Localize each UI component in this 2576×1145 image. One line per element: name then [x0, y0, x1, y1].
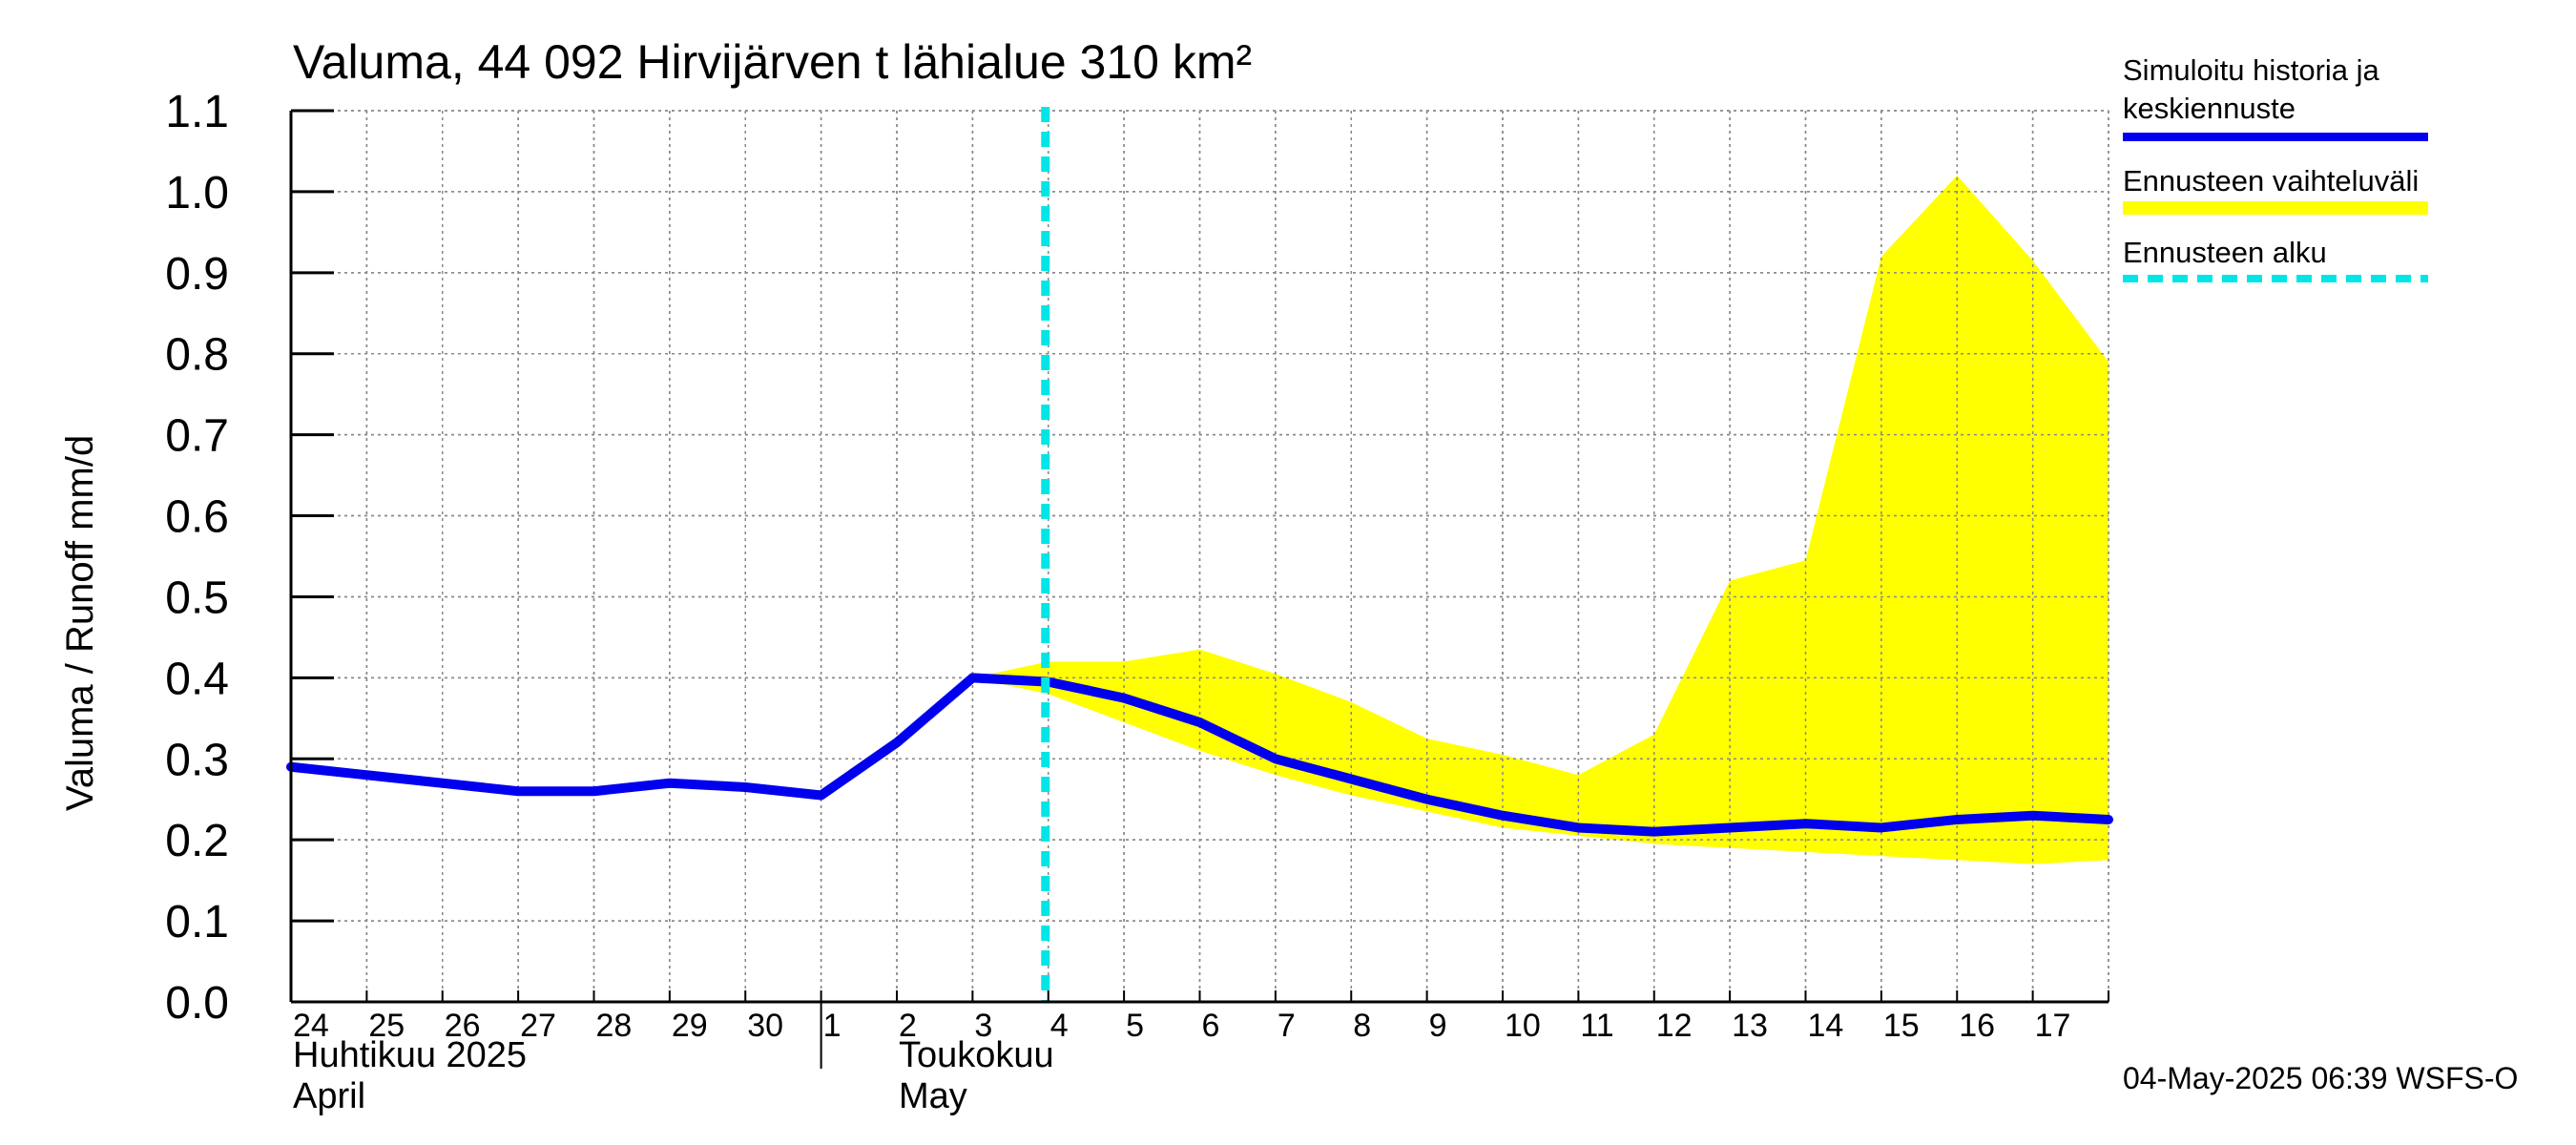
legend-label-median-1: Simuloitu historia ja: [2123, 53, 2379, 87]
y-tick-label: 1.0: [165, 168, 229, 219]
x-day-label: 15: [1883, 1008, 1920, 1044]
x-day-label: 10: [1505, 1008, 1541, 1044]
month-label-english: April: [293, 1076, 365, 1116]
x-day-label: 29: [672, 1008, 708, 1044]
x-day-label: 14: [1808, 1008, 1844, 1044]
y-tick-label: 0.7: [165, 411, 229, 462]
median-line: [286, 673, 2113, 837]
legend-swatch-range: [2123, 201, 2428, 215]
forecast-range-band: [972, 175, 2109, 864]
x-day-label: 26: [445, 1008, 481, 1044]
legend-swatch-median: [2123, 133, 2428, 141]
y-tick-label: 0.3: [165, 735, 229, 785]
y-tick-label: 0.0: [165, 978, 229, 1029]
x-day-label: 13: [1732, 1008, 1768, 1044]
x-day-label: 30: [747, 1008, 783, 1044]
x-day-label: 6: [1202, 1008, 1220, 1044]
x-day-label: 7: [1278, 1008, 1296, 1044]
legend-label-range: Ennusteen vaihteluväli: [2123, 164, 2420, 198]
y-tick-label: 1.1: [165, 87, 229, 137]
x-day-label: 2: [899, 1008, 917, 1044]
x-day-label: 1: [823, 1008, 841, 1044]
y-tick-label: 0.5: [165, 572, 229, 623]
x-day-label: 3: [974, 1008, 992, 1044]
timestamp-footer: 04-May-2025 06:39 WSFS-O: [2123, 1061, 2519, 1095]
forecast-range-area: [972, 175, 2109, 864]
y-tick-label: 0.9: [165, 249, 229, 300]
y-tick-label: 0.8: [165, 330, 229, 381]
y-tick-label: 0.6: [165, 492, 229, 543]
y-tick-label: 0.4: [165, 654, 229, 704]
x-day-label: 25: [368, 1008, 405, 1044]
x-day-label: 11: [1580, 1008, 1613, 1044]
tick-labels: 0.00.10.20.30.40.50.60.70.80.91.01.124 25…: [165, 87, 2070, 1116]
x-day-label: 12: [1656, 1008, 1693, 1044]
x-day-label: 8: [1353, 1008, 1371, 1044]
x-day-label: 28: [596, 1008, 633, 1044]
month-label: Huhtikuu 2025: [293, 1035, 527, 1075]
x-day-label: 16: [1959, 1008, 1995, 1044]
legend-label-forecast-start: Ennusteen alku: [2123, 236, 2327, 269]
legend-swatch-forecast-start: [2123, 275, 2428, 282]
x-day-label: 24: [293, 1008, 329, 1044]
x-day-label: 27: [520, 1008, 556, 1044]
y-tick-label: 0.1: [165, 897, 229, 947]
month-label: Toukokuu: [899, 1035, 1054, 1075]
x-day-label: 4: [1050, 1008, 1069, 1044]
x-day-label: 9: [1429, 1008, 1447, 1044]
month-label-english: May: [899, 1076, 967, 1116]
x-day-label: 17: [2035, 1008, 2071, 1044]
x-day-label: 5: [1126, 1008, 1144, 1044]
y-axis-label: Valuma / Runoff mm/d: [59, 435, 101, 811]
axes: [289, 109, 2109, 1069]
chart-title: Valuma, 44 092 Hirvijärven t lähialue 31…: [293, 35, 1252, 89]
y-tick-label: 0.2: [165, 816, 229, 866]
legend-label-median-2: keskiennuste: [2123, 92, 2296, 125]
median-series-line: [286, 673, 2113, 837]
